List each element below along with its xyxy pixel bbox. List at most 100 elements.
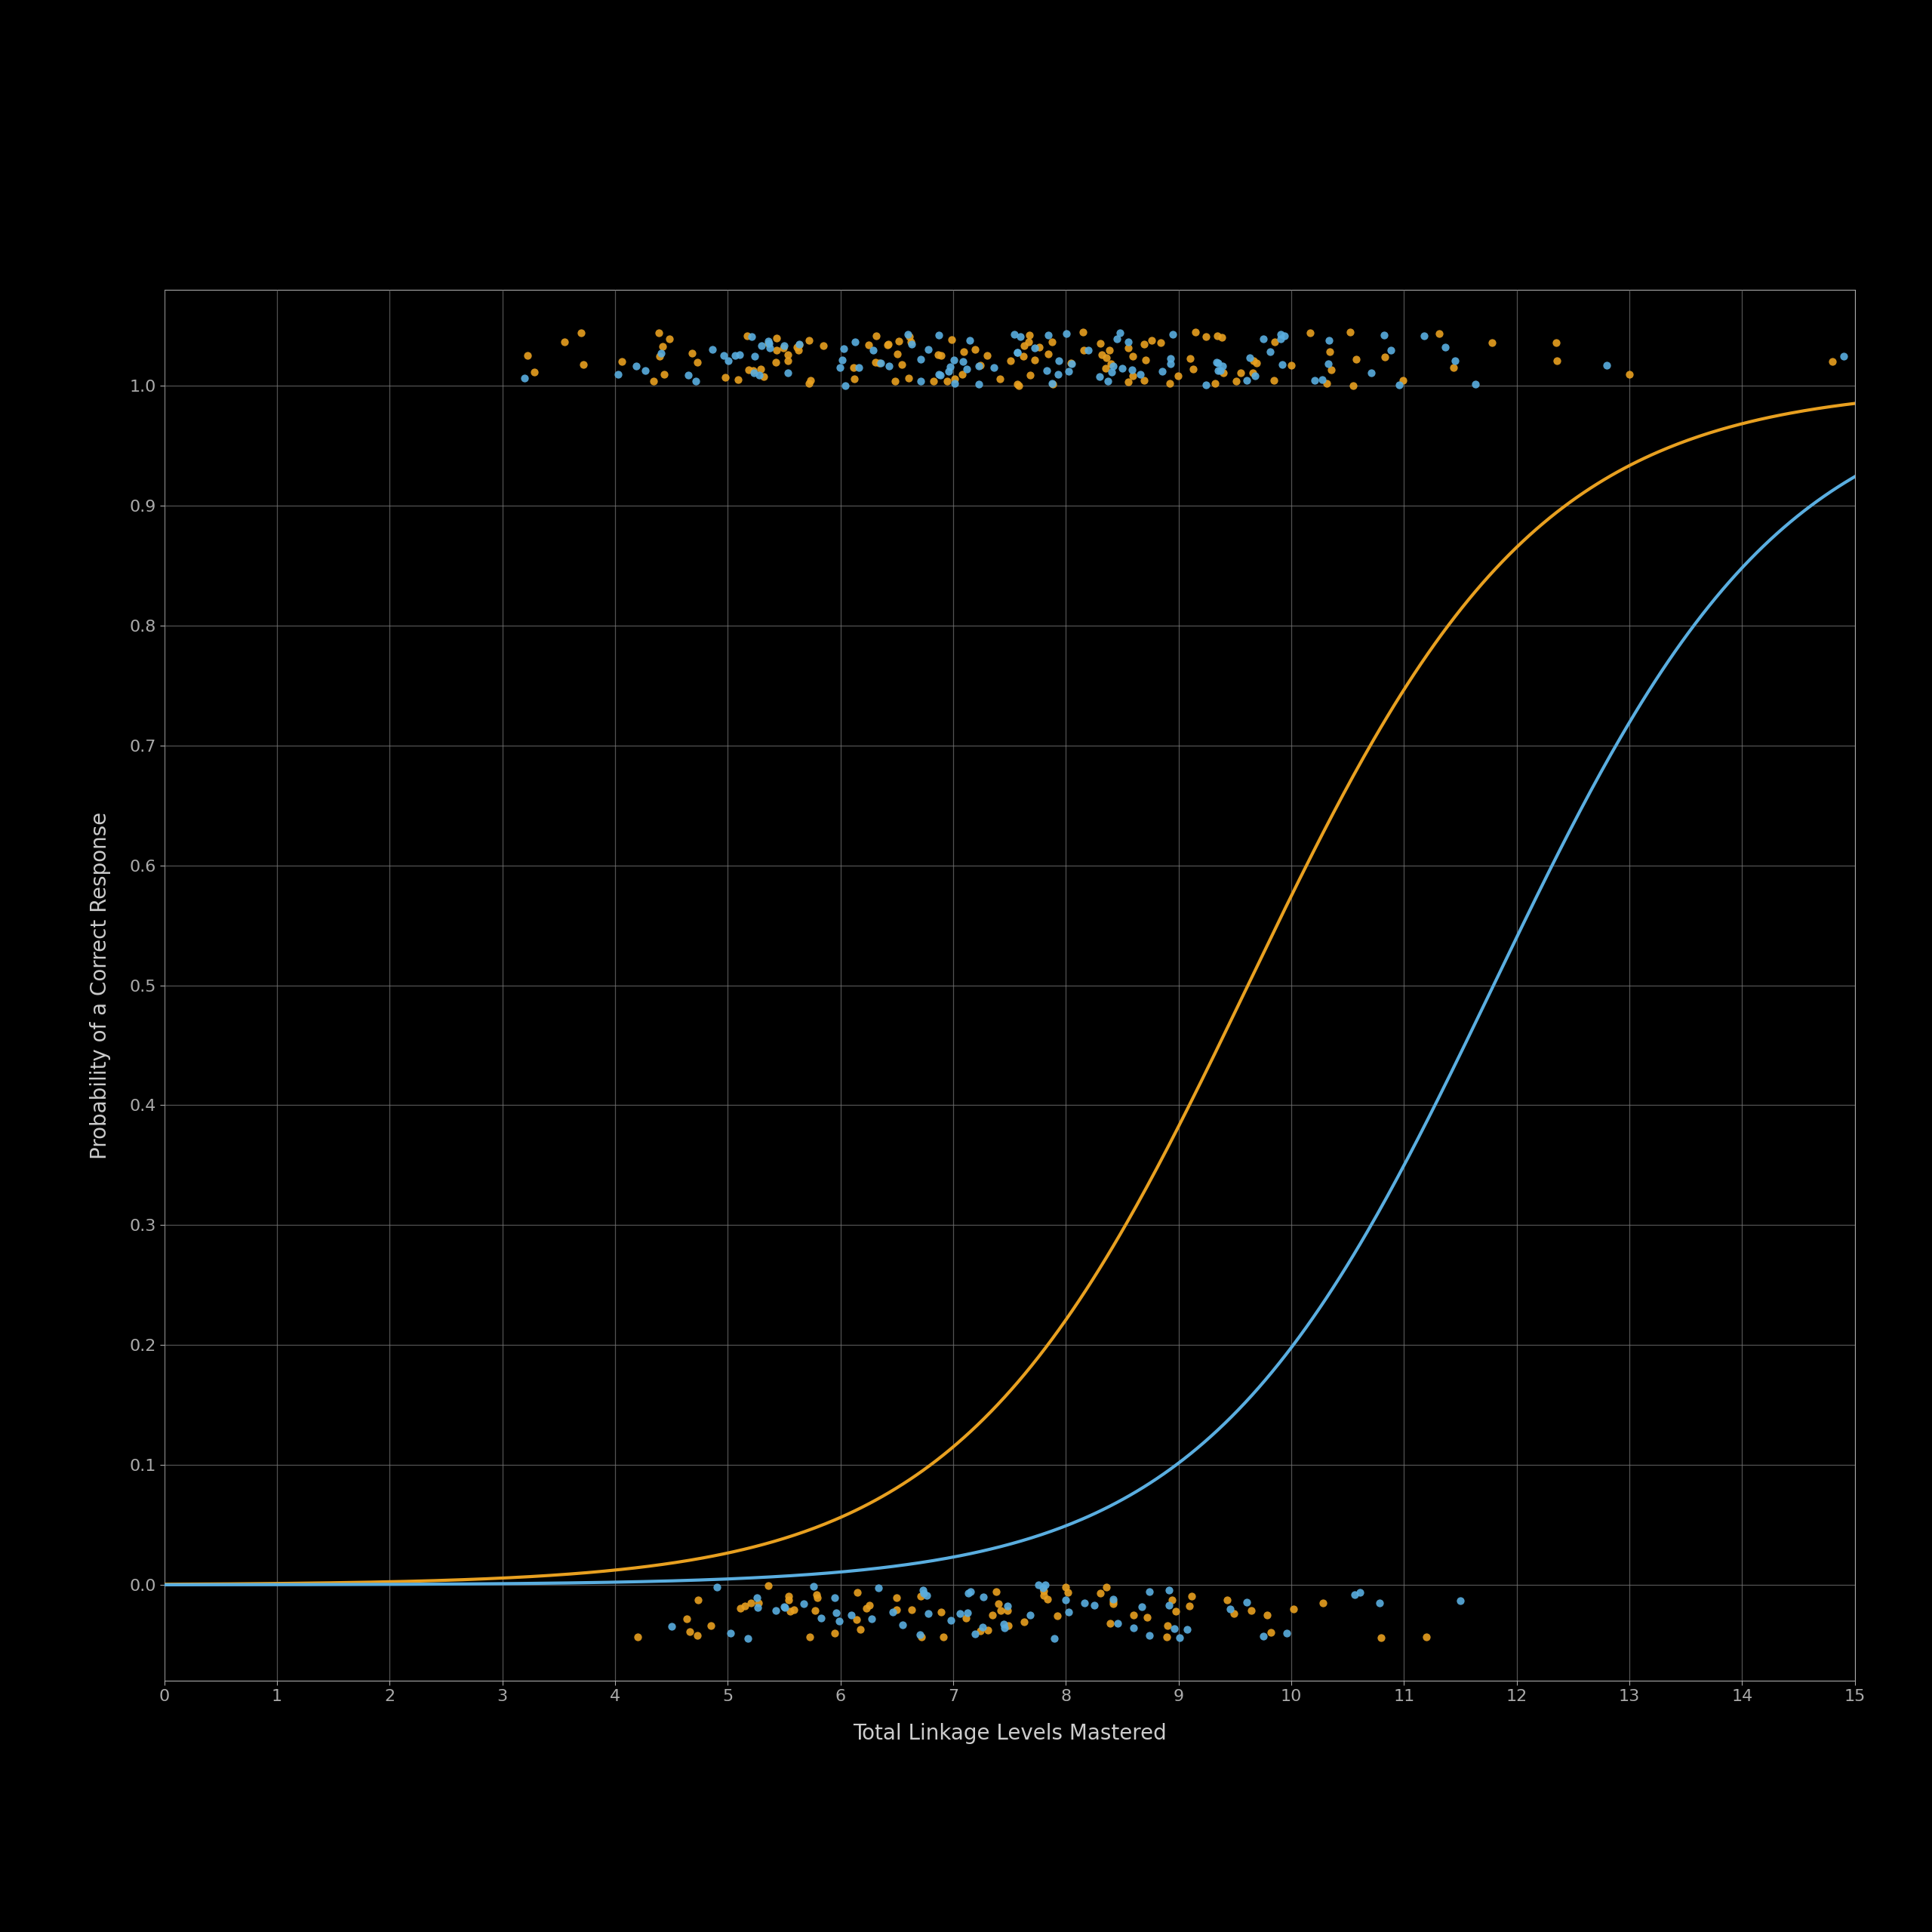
Point	[674, 1615, 705, 1646]
Point	[1049, 1584, 1080, 1615]
Point	[908, 1578, 939, 1609]
Point	[750, 361, 781, 392]
Point	[1124, 359, 1155, 390]
Point	[1155, 348, 1186, 379]
Point	[1161, 1596, 1192, 1627]
Point	[908, 1575, 939, 1605]
Point	[1005, 321, 1036, 352]
Point	[952, 1578, 983, 1609]
Point	[769, 1592, 800, 1623]
Point	[773, 346, 804, 377]
Point	[1437, 352, 1468, 383]
Point	[1157, 319, 1188, 350]
Point	[1364, 1588, 1395, 1619]
Point	[736, 1588, 767, 1619]
Point	[568, 350, 599, 381]
Point	[1424, 319, 1455, 350]
Point	[1072, 334, 1103, 365]
Point	[972, 1615, 1003, 1646]
Point	[980, 352, 1010, 383]
Point	[1028, 1580, 1059, 1611]
Point	[1171, 1613, 1202, 1644]
Point	[1086, 340, 1117, 371]
Point	[1271, 1617, 1302, 1648]
Point	[1051, 319, 1082, 350]
Point	[753, 1571, 784, 1602]
Point	[1113, 327, 1144, 357]
Point	[837, 1600, 867, 1631]
Point	[1308, 1588, 1339, 1619]
Point	[852, 1592, 883, 1623]
Point	[1014, 359, 1045, 390]
Point	[1312, 348, 1343, 379]
Point	[676, 338, 707, 369]
Point	[879, 365, 910, 396]
Point	[746, 354, 777, 384]
Point	[1095, 348, 1126, 379]
Point	[1445, 1584, 1476, 1615]
Point	[1275, 350, 1306, 381]
Point	[1592, 350, 1623, 381]
Point	[1208, 357, 1238, 388]
Point	[1314, 336, 1345, 367]
Point	[1130, 344, 1161, 375]
Point	[769, 1592, 800, 1623]
Point	[927, 1621, 958, 1652]
Point	[520, 355, 551, 386]
Point	[842, 352, 873, 383]
Point	[738, 355, 769, 386]
Point	[985, 1596, 1016, 1627]
Point	[1345, 1577, 1376, 1607]
Point	[912, 1580, 943, 1611]
Point	[923, 359, 954, 390]
Point	[1105, 317, 1136, 348]
Point	[1248, 323, 1279, 354]
Point	[742, 1592, 773, 1623]
Point	[1238, 357, 1269, 388]
Point	[918, 365, 949, 396]
Point	[1252, 1600, 1283, 1631]
Point	[1084, 1577, 1115, 1607]
Point	[854, 1590, 885, 1621]
Point	[1542, 346, 1573, 377]
Point	[1180, 317, 1211, 348]
Point	[1009, 1605, 1039, 1636]
Point	[935, 1605, 966, 1636]
Point	[1202, 346, 1233, 377]
Point	[649, 359, 680, 390]
Point	[1208, 350, 1238, 381]
Point	[968, 1611, 999, 1642]
Point	[1117, 340, 1148, 371]
Point	[999, 319, 1030, 350]
Point	[1410, 1621, 1441, 1652]
Point	[794, 367, 825, 398]
Point	[1179, 354, 1209, 384]
Point	[1370, 342, 1401, 373]
Point	[1265, 325, 1296, 355]
Point	[827, 346, 858, 377]
Point	[549, 327, 580, 357]
Point	[952, 354, 983, 384]
Point	[896, 328, 927, 359]
Point	[842, 1577, 873, 1607]
Point	[1034, 321, 1065, 352]
Point	[1339, 371, 1370, 402]
Point	[802, 1578, 833, 1609]
Point	[1316, 354, 1347, 384]
Point	[838, 352, 869, 383]
Point	[773, 340, 804, 371]
Point	[670, 1604, 701, 1634]
Point	[925, 1598, 956, 1629]
Point	[954, 325, 985, 355]
Point	[1238, 346, 1269, 377]
Point	[1155, 367, 1186, 398]
Point	[738, 340, 769, 371]
Point	[1022, 1569, 1053, 1600]
Point	[1387, 365, 1418, 396]
Point	[1068, 1588, 1099, 1619]
Point	[802, 1582, 833, 1613]
Point	[682, 348, 713, 379]
Point	[622, 1621, 653, 1652]
Point	[1078, 1590, 1109, 1621]
Point	[925, 359, 956, 390]
